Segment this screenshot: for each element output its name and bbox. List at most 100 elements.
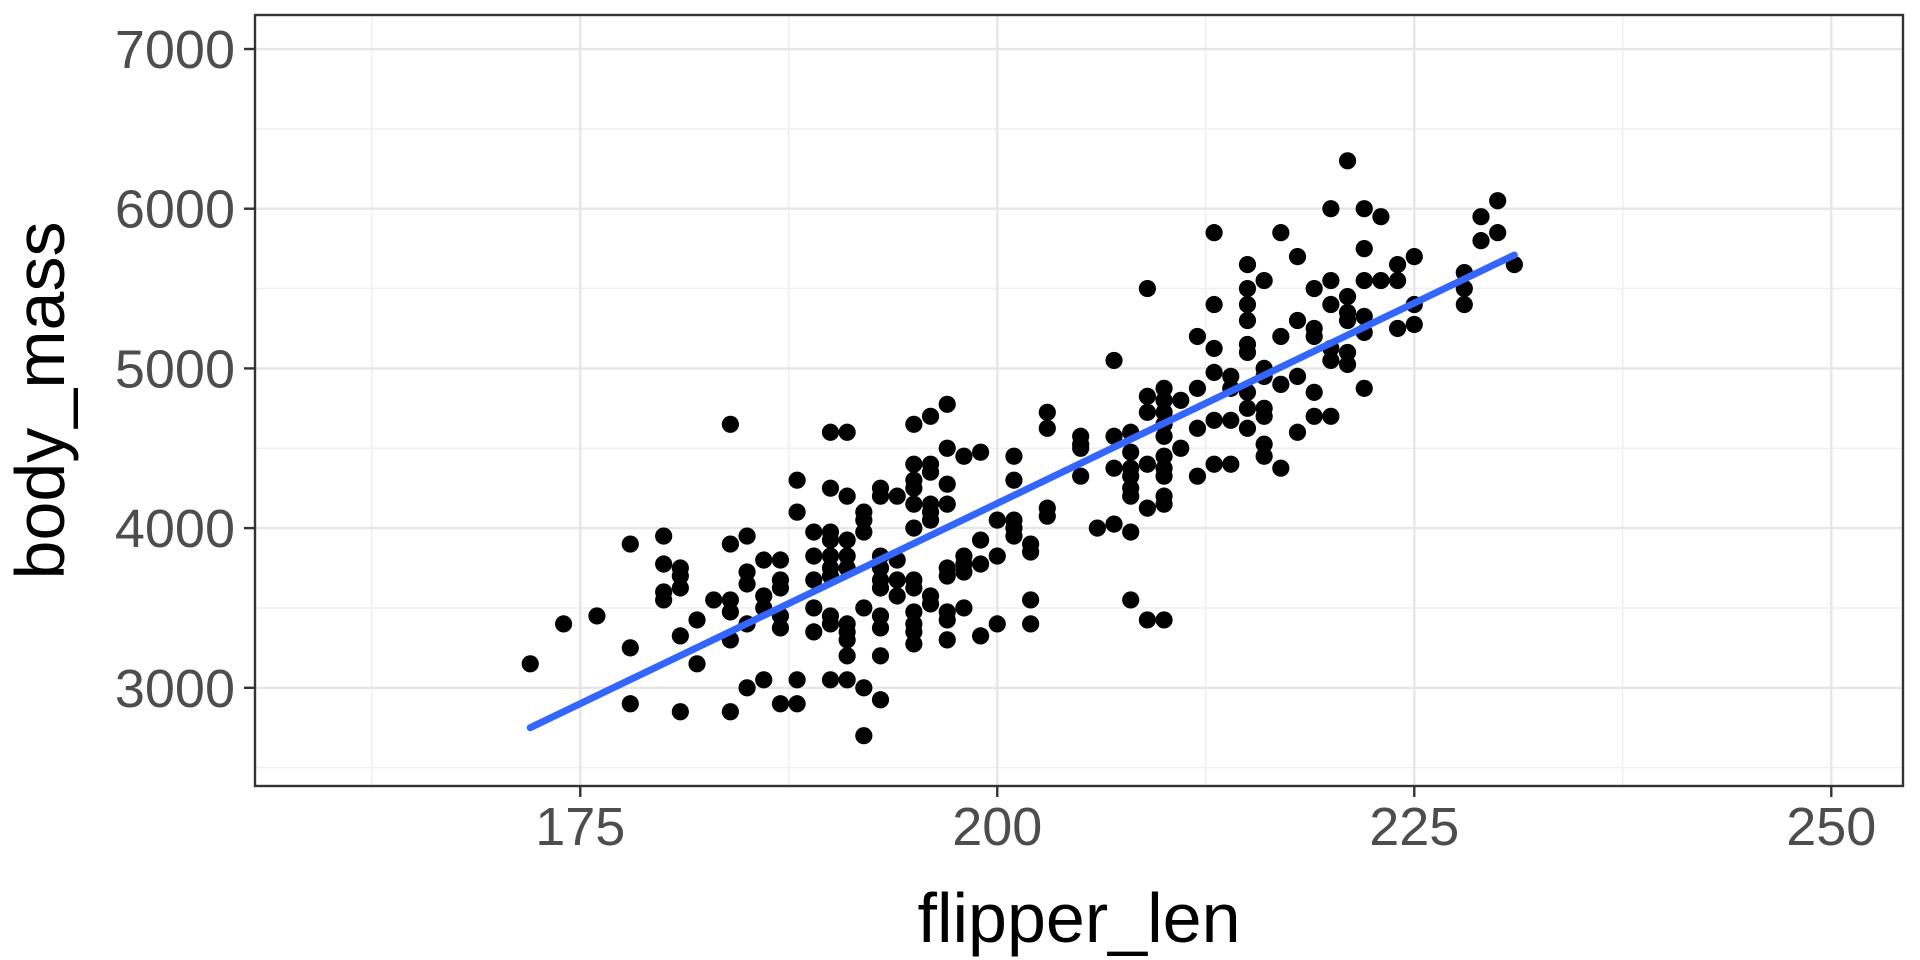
data-point <box>1155 379 1173 397</box>
data-point <box>905 623 923 641</box>
data-point <box>838 531 856 549</box>
data-point <box>905 479 923 497</box>
data-point <box>1238 256 1257 274</box>
data-point <box>855 679 873 697</box>
data-point <box>1022 591 1040 609</box>
data-point <box>955 563 973 581</box>
data-point <box>1255 435 1273 453</box>
data-point <box>888 587 906 605</box>
data-point <box>1205 224 1223 242</box>
data-point <box>1172 391 1190 409</box>
y-tick-label: 5000 <box>115 339 235 399</box>
data-point <box>855 523 873 541</box>
data-point <box>1105 459 1123 477</box>
data-point <box>1322 271 1340 290</box>
data-point <box>905 415 923 433</box>
data-point <box>1338 311 1357 330</box>
x-tick-label: 250 <box>1786 797 1876 857</box>
data-point <box>1072 467 1090 485</box>
data-point <box>1205 455 1223 473</box>
data-point <box>921 595 940 613</box>
y-tick-label: 4000 <box>115 499 235 559</box>
data-point <box>1238 279 1257 298</box>
data-point <box>738 563 756 581</box>
data-point <box>755 671 773 689</box>
data-point <box>1388 319 1407 338</box>
data-point <box>738 679 756 697</box>
data-point <box>905 455 923 473</box>
data-point <box>1105 515 1123 533</box>
data-point <box>871 647 890 665</box>
data-point <box>871 691 890 709</box>
data-point <box>1305 279 1323 298</box>
data-point <box>788 503 806 521</box>
data-point <box>1105 427 1123 445</box>
data-point <box>905 519 923 537</box>
data-point <box>771 695 790 713</box>
data-point <box>938 567 956 585</box>
data-point <box>1155 427 1173 445</box>
data-point <box>971 443 990 461</box>
data-point <box>1255 271 1273 290</box>
data-point <box>938 475 956 493</box>
data-point <box>805 623 823 641</box>
data-point <box>1355 240 1373 258</box>
data-point <box>1305 383 1323 401</box>
x-tick-label: 225 <box>1369 797 1459 857</box>
x-tick-label: 200 <box>952 797 1042 857</box>
data-point <box>1338 152 1357 170</box>
data-point <box>671 567 689 585</box>
data-point <box>1205 339 1223 358</box>
data-point <box>1288 248 1307 266</box>
data-point <box>1022 543 1040 561</box>
data-point <box>554 615 573 633</box>
data-point <box>1138 611 1156 629</box>
data-point <box>905 603 923 621</box>
data-point <box>988 511 1006 529</box>
data-point <box>1388 256 1407 274</box>
data-point <box>1022 615 1040 633</box>
data-point <box>1338 287 1357 306</box>
data-point <box>1288 367 1307 385</box>
data-point <box>1288 423 1307 441</box>
data-point <box>921 407 940 425</box>
regression-line-layer <box>526 251 1518 732</box>
data-point <box>1355 307 1373 326</box>
data-point <box>1205 295 1223 314</box>
data-point <box>671 703 689 721</box>
data-point <box>905 635 923 653</box>
data-point <box>688 611 706 629</box>
data-point <box>1238 295 1257 314</box>
data-point <box>1272 224 1290 242</box>
data-point <box>1322 351 1340 370</box>
data-point <box>988 547 1006 565</box>
data-point <box>1155 447 1173 465</box>
data-point <box>855 511 873 529</box>
data-point <box>871 607 890 625</box>
data-point <box>721 603 739 621</box>
data-point <box>1155 467 1173 485</box>
data-point <box>871 487 890 505</box>
data-point <box>755 587 773 605</box>
data-point <box>838 487 856 505</box>
data-point <box>921 511 940 529</box>
data-point <box>855 727 873 745</box>
data-point <box>1405 248 1423 266</box>
data-point <box>1138 279 1156 298</box>
data-point <box>1188 467 1207 485</box>
data-point <box>1188 419 1207 437</box>
panel-border <box>253 13 1905 788</box>
data-point <box>771 579 790 597</box>
data-point <box>1338 355 1357 374</box>
data-point <box>1138 455 1156 473</box>
data-point <box>1122 443 1140 461</box>
data-point <box>655 527 673 545</box>
data-point <box>838 671 856 689</box>
data-point <box>955 599 973 617</box>
data-point <box>1455 295 1473 314</box>
data-point <box>1272 375 1290 393</box>
data-point <box>1272 459 1290 477</box>
data-point <box>821 531 840 549</box>
